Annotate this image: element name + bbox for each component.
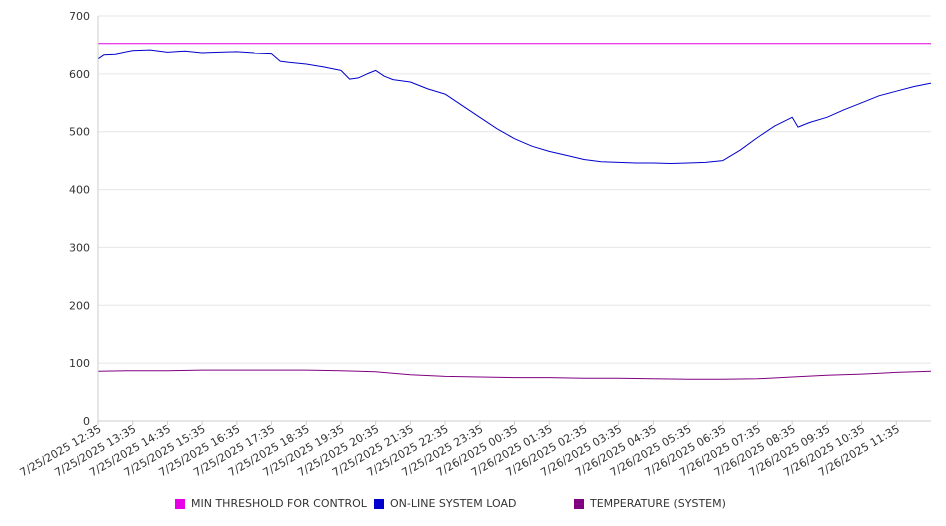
y-tick-label: 700	[69, 10, 90, 23]
legend-swatch-temperature	[574, 498, 584, 509]
series-temperature-line	[97, 369, 932, 380]
y-tick-label: 400	[69, 184, 90, 197]
y-tick-label: 0	[83, 415, 90, 428]
legend-item-temperature[interactable]: TEMPERATURE (SYSTEM)	[574, 497, 726, 510]
series-system-load-line	[97, 49, 932, 164]
legend-swatch-system-load	[374, 498, 384, 509]
axes	[97, 16, 931, 425]
y-tick-labels: 0 100 200 300 400 500 600 700	[69, 10, 90, 428]
legend-label-system-load: ON-LINE SYSTEM LOAD	[390, 497, 517, 510]
y-tick-label: 100	[69, 357, 90, 370]
legend: MIN THRESHOLD FOR CONTROL ON-LINE SYSTEM…	[0, 497, 946, 515]
y-tick-label: 500	[69, 126, 90, 139]
gridlines	[98, 15, 931, 364]
series-lines	[97, 43, 932, 380]
legend-label-temperature: TEMPERATURE (SYSTEM)	[590, 497, 726, 510]
legend-label-min-threshold: MIN THRESHOLD FOR CONTROL	[191, 497, 367, 510]
x-tick-labels: 7/25/2025 12:357/25/2025 13:357/25/2025 …	[18, 422, 902, 479]
y-tick-label: 600	[69, 68, 90, 81]
legend-item-system-load[interactable]: ON-LINE SYSTEM LOAD	[374, 497, 516, 510]
y-tick-label: 200	[69, 299, 90, 312]
legend-swatch-min-threshold	[175, 498, 185, 509]
y-tick-label: 300	[69, 241, 90, 254]
legend-item-min-threshold[interactable]: MIN THRESHOLD FOR CONTROL	[175, 497, 367, 510]
